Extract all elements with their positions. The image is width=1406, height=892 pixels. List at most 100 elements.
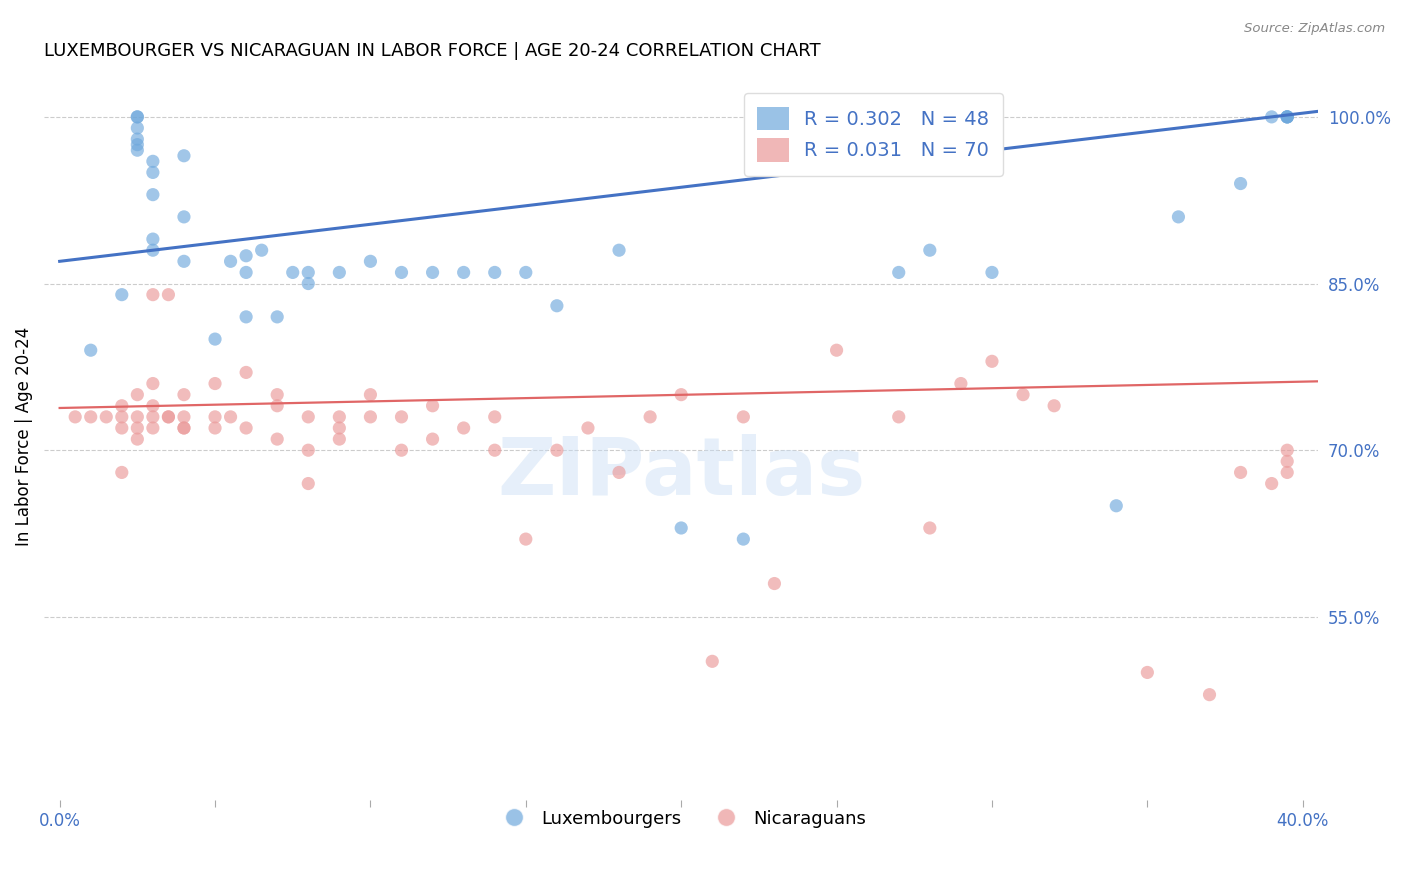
Point [157, 409, 180, 424]
Point [1277, 110, 1299, 124]
Point [111, 466, 134, 480]
Point [1229, 177, 1251, 191]
Point [235, 265, 257, 279]
Point [142, 421, 165, 435]
Point [173, 409, 195, 424]
Point [1260, 476, 1282, 491]
Point [359, 387, 381, 401]
Point [918, 521, 941, 535]
Point [157, 287, 180, 301]
Point [391, 443, 413, 458]
Point [981, 265, 1004, 279]
Point [422, 399, 444, 413]
Point [235, 249, 257, 263]
Point [607, 466, 630, 480]
Point [235, 366, 257, 380]
Point [1167, 210, 1189, 224]
Point [297, 409, 319, 424]
Point [733, 409, 755, 424]
Point [235, 310, 257, 324]
Point [204, 376, 226, 391]
Point [127, 110, 149, 124]
Point [173, 210, 195, 224]
Point [1277, 454, 1299, 468]
Point [111, 399, 134, 413]
Point [576, 421, 599, 435]
Point [173, 254, 195, 268]
Point [1277, 110, 1299, 124]
Point [453, 265, 475, 279]
Point [1136, 665, 1159, 680]
Point [981, 354, 1004, 368]
Point [422, 265, 444, 279]
Point [266, 432, 288, 446]
Point [142, 409, 165, 424]
Point [918, 244, 941, 258]
Point [266, 310, 288, 324]
Point [949, 376, 972, 391]
Point [127, 110, 149, 124]
Point [219, 409, 242, 424]
Point [328, 409, 350, 424]
Legend: Luxembourgers, Nicaraguans: Luxembourgers, Nicaraguans [489, 803, 873, 835]
Point [266, 387, 288, 401]
Point [111, 287, 134, 301]
Point [1229, 466, 1251, 480]
Point [825, 343, 848, 358]
Point [1277, 466, 1299, 480]
Point [515, 532, 537, 546]
Point [391, 265, 413, 279]
Point [484, 443, 506, 458]
Point [142, 232, 165, 246]
Point [250, 244, 273, 258]
Point [297, 265, 319, 279]
Point [297, 277, 319, 291]
Point [63, 409, 86, 424]
Point [204, 409, 226, 424]
Point [391, 409, 413, 424]
Point [484, 265, 506, 279]
Point [297, 476, 319, 491]
Point [281, 265, 304, 279]
Point [111, 421, 134, 435]
Point [359, 409, 381, 424]
Point [127, 421, 149, 435]
Point [173, 149, 195, 163]
Point [453, 421, 475, 435]
Point [157, 409, 180, 424]
Point [607, 244, 630, 258]
Point [204, 332, 226, 346]
Point [127, 387, 149, 401]
Point [142, 154, 165, 169]
Point [96, 409, 118, 424]
Point [1260, 110, 1282, 124]
Point [142, 244, 165, 258]
Point [669, 387, 692, 401]
Point [173, 421, 195, 435]
Point [173, 387, 195, 401]
Point [80, 409, 103, 424]
Point [297, 443, 319, 458]
Point [763, 576, 786, 591]
Point [266, 399, 288, 413]
Point [1043, 399, 1066, 413]
Point [515, 265, 537, 279]
Point [546, 299, 568, 313]
Y-axis label: In Labor Force | Age 20-24: In Labor Force | Age 20-24 [15, 326, 32, 546]
Point [127, 409, 149, 424]
Point [733, 532, 755, 546]
Point [1277, 443, 1299, 458]
Point [1277, 110, 1299, 124]
Point [127, 143, 149, 157]
Point [1012, 387, 1035, 401]
Point [142, 165, 165, 179]
Point [702, 654, 724, 668]
Point [328, 432, 350, 446]
Point [328, 421, 350, 435]
Point [127, 120, 149, 135]
Point [638, 409, 661, 424]
Point [111, 409, 134, 424]
Point [142, 399, 165, 413]
Text: ZIPatlas: ZIPatlas [498, 434, 865, 512]
Point [127, 137, 149, 152]
